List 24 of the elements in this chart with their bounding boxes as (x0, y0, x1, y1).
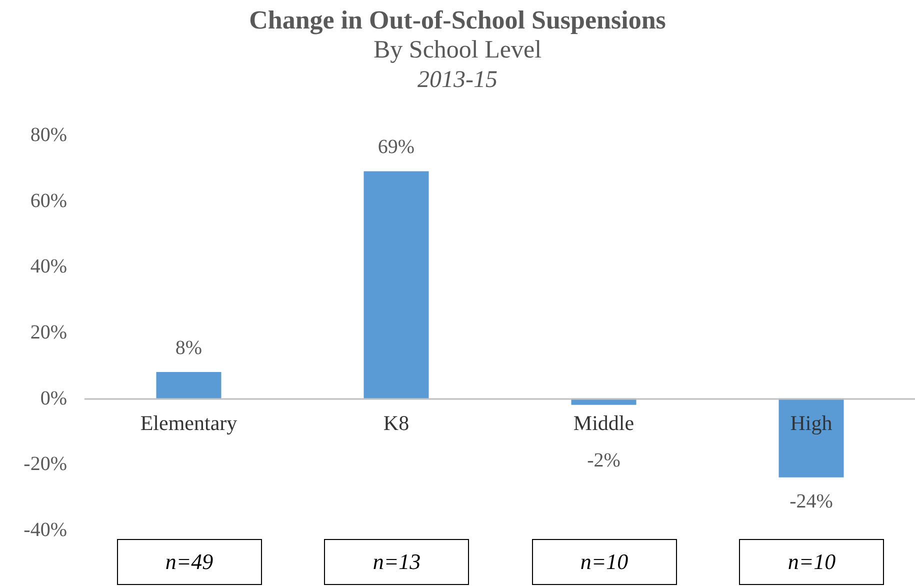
y-tick-label: 0% (40, 387, 67, 410)
text: n=13 (324, 539, 470, 585)
bar (156, 372, 222, 398)
x-tick-label: High (790, 410, 833, 435)
y-tick-label: -40% (24, 519, 67, 541)
x-tick-label: K8 (383, 410, 410, 435)
x-tick-label: Middle (573, 410, 634, 435)
y-tick-label: 60% (30, 190, 67, 212)
data-label: -2% (587, 449, 620, 472)
bar (364, 171, 429, 398)
chart-subtitle: By School Level 2013-15 (373, 36, 542, 93)
bar (778, 398, 844, 478)
text: n=49 (116, 539, 262, 585)
y-tick-label: 20% (30, 322, 67, 344)
data-label: -24% (790, 490, 833, 512)
y-tick-label: 40% (30, 256, 67, 278)
chart-title: Change in Out-of-School Suspensions (249, 6, 666, 34)
text: n=10 (532, 539, 677, 585)
y-tick-label: 80% (30, 124, 67, 146)
data-label: 8% (175, 337, 202, 359)
y-tick-label: -20% (24, 453, 67, 476)
data-label: 69% (378, 136, 415, 158)
text: n=10 (739, 539, 884, 585)
x-tick-label: Elementary (140, 410, 238, 435)
